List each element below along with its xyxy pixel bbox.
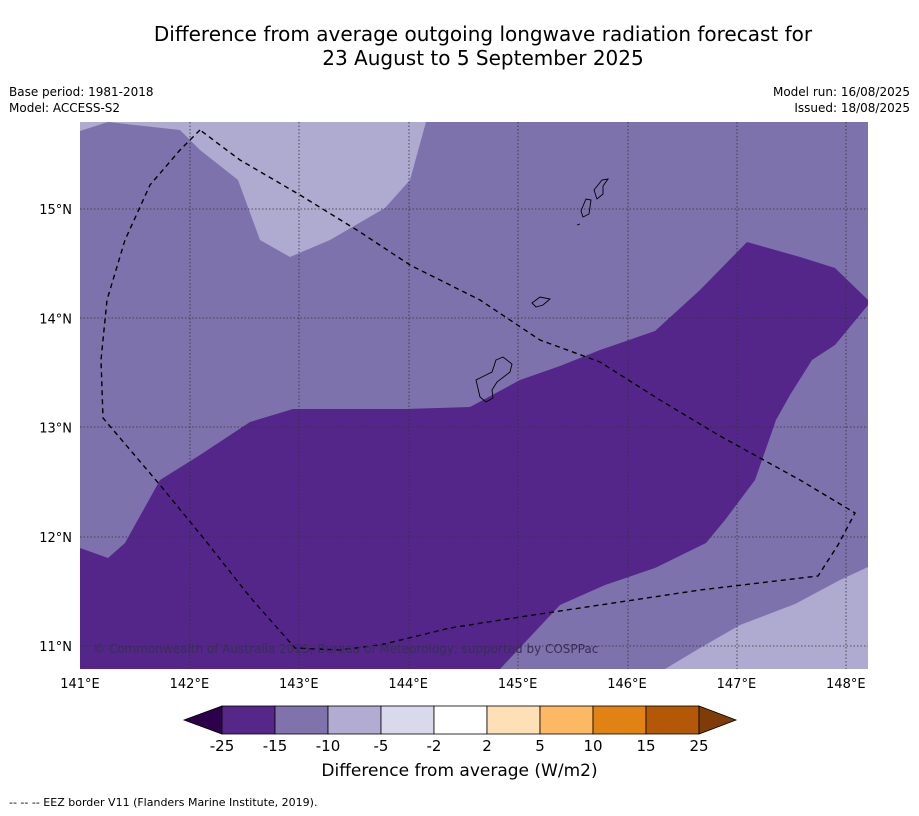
colorbar-tick-label: 2 <box>482 737 492 755</box>
latitude-label: 15°N <box>39 203 72 218</box>
title-line-1: Difference from average outgoing longwav… <box>153 22 813 46</box>
longitude-label: 148°E <box>826 677 866 692</box>
longitude-label: 145°E <box>498 677 538 692</box>
colorbar-tick-label: -10 <box>316 737 341 755</box>
chart-title: Difference from average outgoing longwav… <box>0 22 919 70</box>
longitude-label: 146°E <box>607 677 647 692</box>
colorbar-tick-label: 5 <box>535 737 545 755</box>
longitude-labels: 141°E 142°E 143°E 144°E 145°E 146°E 147°E 148°E <box>60 677 865 692</box>
base-period-text: Base period: 1981-2018 <box>9 85 154 99</box>
longitude-label: 141°E <box>60 677 100 692</box>
colorbar-tick-label: 25 <box>689 737 708 755</box>
colorbar-swatch <box>380 705 435 735</box>
latitude-label: 14°N <box>39 312 72 327</box>
latitude-label: 13°N <box>39 422 72 437</box>
saipan-island <box>593 178 609 200</box>
colorbar-tick-label: -5 <box>374 737 389 755</box>
colorbar-over-arrow <box>698 705 738 735</box>
model-run-text: Model run: 16/08/2025 <box>772 85 910 99</box>
band-strong-negative <box>80 242 868 669</box>
colorbar <box>182 705 738 735</box>
colorbar-tick-label: -15 <box>263 737 288 755</box>
colorbar-swatch <box>327 705 382 735</box>
guam-island <box>475 356 513 403</box>
colorbar-swatch <box>645 705 700 735</box>
model-text: Model: ACCESS-S2 <box>9 101 121 115</box>
anomaly-map <box>80 122 868 669</box>
map-figure: © Commonwealth of Australia 2025, Bureau… <box>39 122 868 755</box>
rota-island <box>531 296 551 308</box>
colorbar-tick-label: -2 <box>427 737 442 755</box>
band-light-southeast <box>665 567 868 669</box>
longitude-label: 147°E <box>717 677 757 692</box>
copyright-text: © Commonwealth of Australia 2025, Bureau… <box>93 642 598 656</box>
latitude-label: 12°N <box>39 531 72 546</box>
eez-border <box>100 129 856 651</box>
longitude-label: 143°E <box>279 677 319 692</box>
colorbar-swatch <box>433 705 488 735</box>
aguijan-island <box>576 223 581 226</box>
colorbar-swatch <box>274 705 329 735</box>
issued-text: Issued: 18/08/2025 <box>794 101 910 115</box>
latitude-labels: 15°N 14°N 13°N 12°N 11°N <box>39 203 72 655</box>
colorbar-swatch <box>592 705 647 735</box>
grid-lines <box>80 122 868 669</box>
eez-footnote: -- -- -- EEZ border V11 (Flanders Marine… <box>9 796 318 809</box>
title-line-2: 23 August to 5 September 2025 <box>322 46 644 70</box>
colorbar-tick-label: 15 <box>636 737 655 755</box>
colorbar-label: Difference from average (W/m2) <box>321 761 598 781</box>
islands <box>475 178 609 403</box>
longitude-label: 142°E <box>170 677 210 692</box>
colorbar-swatch <box>486 705 541 735</box>
band-light-top <box>80 122 108 131</box>
colorbar-tick-labels: -25 -15 -10 -5 -2 2 5 10 15 25 <box>210 737 709 755</box>
latitude-label: 11°N <box>39 640 72 655</box>
colorbar-swatch <box>221 705 276 735</box>
colorbar-tick-label: -25 <box>210 737 235 755</box>
metadata-right: Model run: 16/08/2025 Issued: 18/08/2025 <box>773 84 910 116</box>
colorbar-under-arrow <box>182 705 223 735</box>
tinian-island <box>580 198 592 218</box>
metadata-left: Base period: 1981-2018 Model: ACCESS-S2 <box>9 84 154 116</box>
longitude-label: 144°E <box>388 677 428 692</box>
colorbar-tick-label: 10 <box>583 737 602 755</box>
colorbar-swatch <box>539 705 594 735</box>
